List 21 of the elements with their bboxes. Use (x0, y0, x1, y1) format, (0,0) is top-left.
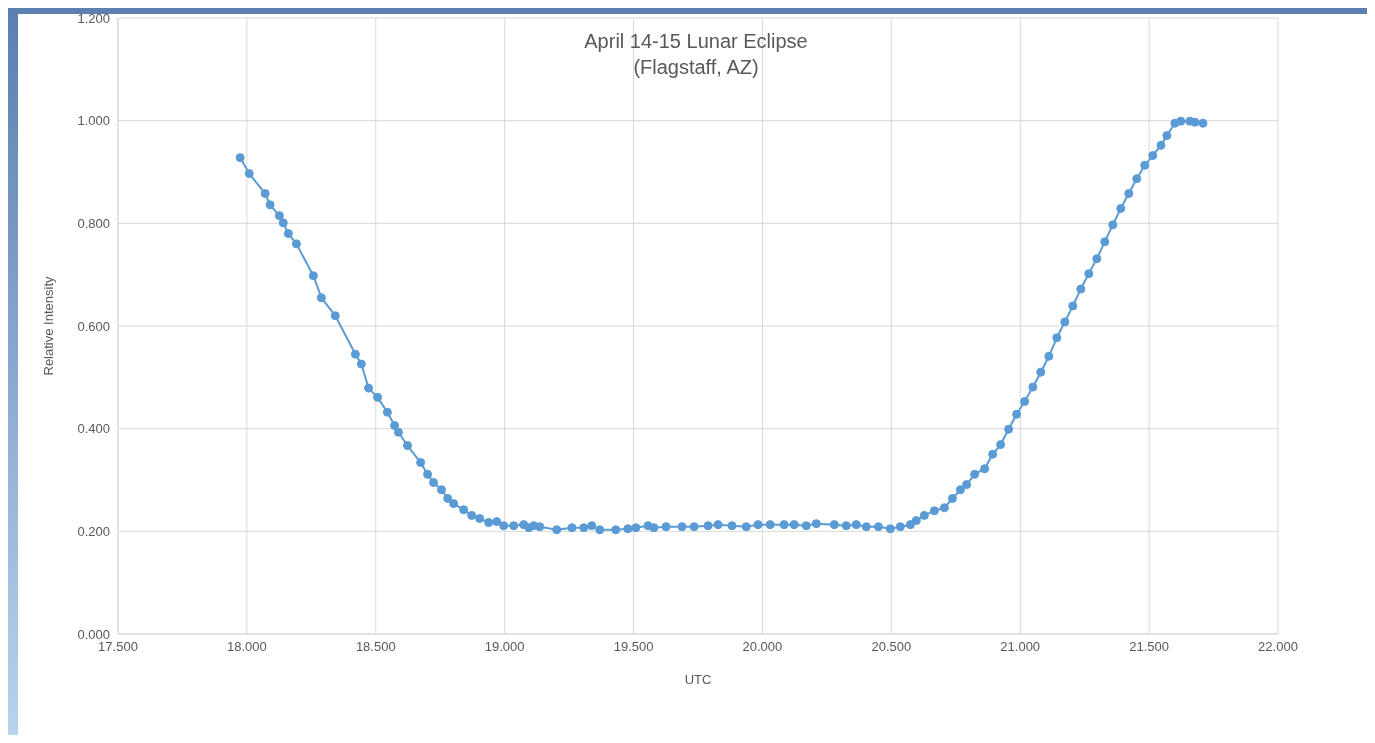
x-tick-label: 20.500 (871, 639, 912, 655)
text: (Flagstaff, AZ) (632, 55, 760, 80)
y-tick-label: 1.000 (77, 113, 110, 129)
x-tick-label: 19.500 (613, 639, 654, 655)
x-tick-label: 17.500 (98, 639, 138, 655)
x-tick-label: 21.000 (1000, 639, 1041, 655)
y-axis-title: Relative Intensity (40, 276, 56, 376)
x-tick-label: 20.000 (742, 639, 783, 655)
x-tick-label: 19.000 (484, 639, 525, 655)
y-tick-label: 0.600 (77, 318, 110, 334)
x-axis-title: UTC (684, 672, 712, 687)
y-tick-label: 0.000 (77, 626, 110, 642)
y-tick-label: 0.200 (77, 523, 110, 539)
y-tick-label: 1.200 (77, 10, 110, 26)
text: April 14-15 Lunar Eclipse (583, 29, 809, 54)
x-tick-label: 21.500 (1129, 639, 1169, 655)
x-tick-label: 22.000 (1258, 639, 1298, 655)
y-tick-label: 0.800 (77, 215, 110, 231)
x-tick-label: 18.500 (355, 639, 396, 655)
y-tick-label: 0.400 (77, 421, 110, 437)
x-tick-label: 18.000 (227, 639, 267, 655)
